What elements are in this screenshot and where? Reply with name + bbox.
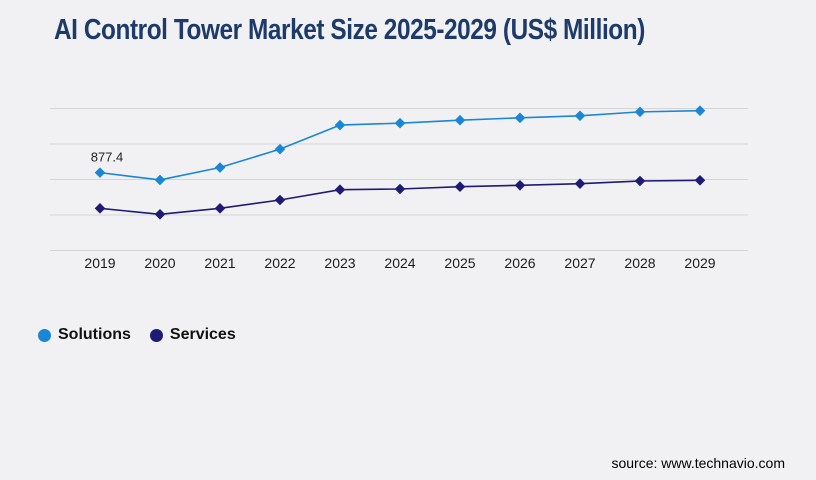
- data-point-services-2020: [154, 208, 166, 220]
- data-point-services-2025: [454, 181, 466, 192]
- data-point-services-2028: [634, 175, 646, 187]
- data-point-services-2029: [694, 174, 706, 186]
- x-axis-label-2029: 2029: [684, 255, 715, 271]
- data-point-solutions-2024: [394, 117, 406, 129]
- legend-label-solutions: Solutions: [58, 326, 131, 343]
- x-axis-label-2026: 2026: [504, 255, 535, 271]
- chart-title: AI Control Tower Market Size 2025-2029 (…: [54, 14, 645, 46]
- x-axis-label-2024: 2024: [384, 255, 415, 271]
- solutions-marker-icon: [38, 328, 51, 342]
- data-point-services-2022: [274, 194, 286, 206]
- x-axis-label-2027: 2027: [564, 255, 595, 271]
- services-marker-icon: [149, 328, 163, 342]
- data-point-solutions-2025: [454, 114, 466, 126]
- x-axis-label-2019: 2019: [84, 255, 115, 271]
- x-axis-label-2020: 2020: [144, 255, 175, 271]
- legend-item-solutions: Solutions: [38, 326, 131, 344]
- source-attribution: source: www.technavio.com: [611, 455, 785, 471]
- x-axis-label-2025: 2025: [444, 255, 475, 271]
- data-label-solutions-2019: 877.4: [91, 150, 124, 165]
- data-point-services-2019: [94, 203, 106, 214]
- data-point-services-2024: [394, 183, 406, 195]
- data-point-solutions-2022: [274, 143, 286, 155]
- data-point-solutions-2027: [574, 110, 586, 122]
- chart-legend: Solutions Services: [38, 326, 236, 344]
- x-axis-label-2022: 2022: [264, 255, 295, 271]
- data-point-solutions-2020: [154, 174, 166, 186]
- x-axis-label-2023: 2023: [324, 255, 355, 271]
- x-axis-label-2028: 2028: [624, 255, 655, 271]
- data-point-solutions-2019: [94, 167, 106, 178]
- data-point-solutions-2028: [634, 106, 646, 118]
- data-point-solutions-2026: [514, 112, 526, 124]
- data-point-solutions-2021: [214, 162, 226, 173]
- data-point-solutions-2029: [694, 105, 706, 117]
- data-point-services-2027: [574, 178, 586, 189]
- x-axis-label-2021: 2021: [204, 255, 235, 271]
- legend-label-services: Services: [169, 326, 236, 343]
- data-point-services-2021: [214, 203, 226, 214]
- data-point-solutions-2023: [334, 119, 346, 131]
- data-point-services-2026: [514, 179, 526, 191]
- data-point-services-2023: [334, 184, 346, 196]
- legend-item-services: Services: [149, 326, 236, 344]
